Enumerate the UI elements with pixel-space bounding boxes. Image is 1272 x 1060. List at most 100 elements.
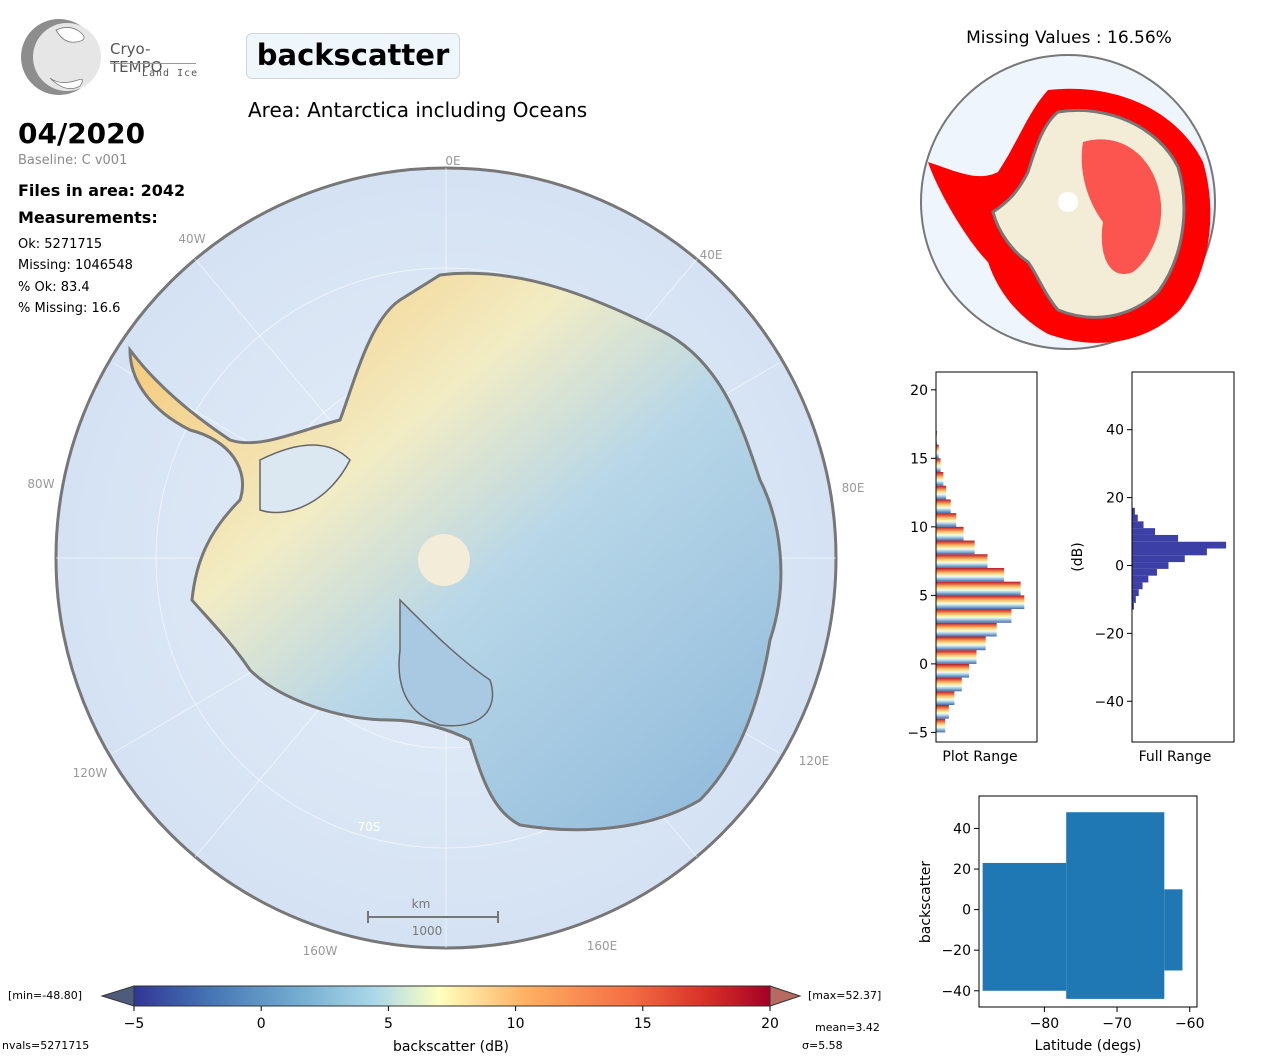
- stat-ok: Ok: 5271715: [18, 237, 103, 252]
- lon-label-80w: 80W: [27, 477, 54, 491]
- scatter-x-tick-label: −60: [1175, 1016, 1205, 1032]
- scatter-y-tick-label: 20: [953, 862, 971, 878]
- full-range-tick-label: 40: [1106, 423, 1124, 439]
- lon-label-120e: 120E: [799, 754, 830, 768]
- colorbar-ticks: −5 0 5 10 15 20: [124, 1006, 779, 1032]
- full-range-ticks: −40 −20 0 20 40: [1094, 423, 1132, 710]
- plot-range-ticks: −5 0 5 10 15 20: [907, 383, 936, 741]
- colorbar-sigma: σ=5.58: [802, 1039, 843, 1052]
- colorbar-min-arrow: [100, 985, 135, 1007]
- missing-pole-hole: [1058, 192, 1078, 212]
- plot-range-bar: [936, 458, 941, 473]
- area-label: Area: Antarctica including Oceans: [248, 98, 588, 122]
- logo-subtitle: Land Ice: [142, 68, 199, 79]
- full-range-tick-label: −20: [1094, 626, 1124, 642]
- logo-moon-icon: [21, 19, 101, 95]
- full-range-bar: [1132, 555, 1185, 563]
- missing-map: [920, 54, 1216, 350]
- missing-red-speckle: [1081, 139, 1162, 274]
- full-range-bar: [1132, 568, 1157, 576]
- plot-range-bars: [936, 430, 1025, 733]
- full-range-bar: [1132, 562, 1169, 569]
- scatter-y-tick-label: −20: [941, 943, 971, 959]
- lon-label-160w: 160W: [303, 944, 338, 958]
- full-range-bar: [1132, 582, 1143, 590]
- full-range-bar: [1132, 521, 1144, 529]
- colorbar-gradient: [133, 985, 771, 1007]
- plot-range-bar: [936, 705, 949, 719]
- plot-range-bar: [936, 718, 946, 733]
- lat-label-70s: 70S: [358, 820, 381, 834]
- lon-label-40e: 40E: [700, 248, 723, 262]
- colorbar-mean: mean=3.42: [815, 1021, 880, 1034]
- scale-bar: km 1000: [367, 897, 499, 938]
- scatter-points: [982, 812, 1183, 999]
- plot-range-tick-label: −5: [907, 725, 928, 741]
- stat-pct-ok: % Ok: 83.4: [18, 280, 90, 295]
- full-range-histogram: −40 −20 0 20 40 (dB) Full Range: [1070, 371, 1235, 765]
- scatter-y-tick-label: −40: [941, 984, 971, 1000]
- colorbar-tick-label: 15: [634, 1016, 652, 1032]
- scale-bar-value: 1000: [412, 924, 443, 938]
- full-range-bar: [1132, 602, 1134, 610]
- full-range-xlabel: Full Range: [1139, 749, 1212, 765]
- colorbar-tick-label: 0: [257, 1016, 266, 1032]
- stat-missing: Missing: 1046548: [18, 258, 133, 273]
- lon-label-80e: 80E: [842, 481, 865, 495]
- colorbar-max-arrow: [769, 985, 802, 1007]
- scatter-point-cloud: [1066, 812, 1165, 999]
- plot-range-bar: [936, 472, 944, 486]
- full-range-ylabel: (dB): [1070, 542, 1086, 571]
- ross-ice-shelf: [398, 598, 494, 727]
- full-range-bar: [1132, 534, 1179, 542]
- plot-range-tick-label: 0: [919, 657, 928, 673]
- full-range-bar: [1132, 596, 1136, 603]
- full-range-tick-label: 20: [1106, 491, 1124, 507]
- colorbar: −5 0 5 10 15 20 [min=-48.80] [max=52.37] back…: [2, 985, 881, 1055]
- colorbar-tick-label: −5: [124, 1016, 145, 1032]
- date-label: 04/2020: [18, 117, 146, 150]
- plot-range-bar: [936, 485, 947, 500]
- stat-pct-missing: % Missing: 16.6: [18, 301, 121, 316]
- plot-range-bar: [936, 595, 1025, 610]
- colorbar-label: backscatter (dB): [393, 1039, 509, 1055]
- plot-range-bar: [936, 622, 997, 637]
- scatter-ticks: −80 −70 −60 −40 −20 0 20 40: [941, 821, 1204, 1032]
- measurements-label: Measurements:: [18, 208, 158, 227]
- scatter-x-tick-label: −70: [1102, 1016, 1132, 1032]
- plot-range-bar: [936, 636, 986, 651]
- plot-range-bar: [936, 526, 964, 541]
- pole-hole: [418, 534, 470, 586]
- plot-range-bar: [936, 581, 1021, 596]
- plot-range-bar: [936, 499, 951, 514]
- full-range-tick-label: −40: [1094, 694, 1124, 710]
- plot-range-bar: [936, 677, 962, 692]
- weddell-ice-shelf: [259, 444, 351, 514]
- colorbar-tick-label: 5: [384, 1016, 393, 1032]
- full-range-bars: [1132, 507, 1227, 610]
- colorbar-tick-label: 20: [761, 1016, 779, 1032]
- colorbar-nvals: nvals=5271715: [2, 1039, 89, 1052]
- plot-range-tick-label: 15: [910, 451, 928, 467]
- scatter-y-tick-label: 40: [953, 821, 971, 837]
- map-lon-labels: 0E 40E 80E 120E 160E 160W 120W 80W 40W 7…: [27, 154, 864, 958]
- logo: Cryo-TEMPO Land Ice: [18, 16, 200, 98]
- plot-range-bar: [936, 444, 939, 459]
- plot-range-histogram: −5 0 5 10 15 20 Plot Range: [907, 371, 1038, 765]
- scatter-frame: [978, 795, 1198, 1008]
- baseline-label: Baseline: C v001: [18, 153, 128, 168]
- plot-range-bar: [936, 540, 975, 555]
- plot-range-tick-label: 10: [910, 520, 928, 536]
- scatter-y-tick-label: 0: [962, 903, 971, 919]
- full-range-bar: [1132, 575, 1149, 583]
- files-label: Files in area: 2042: [18, 181, 186, 200]
- full-range-bar: [1132, 528, 1156, 535]
- scale-bar-unit: km: [412, 897, 431, 911]
- plot-range-xlabel: Plot Range: [942, 749, 1017, 765]
- lon-label-160e: 160E: [587, 939, 618, 953]
- scatter-point-cloud: [982, 862, 1067, 991]
- logo-name: Cryo-TEMPO: [110, 40, 163, 76]
- plot-range-bar: [936, 691, 955, 705]
- latitude-scatter: −80 −70 −60 −40 −20 0 20 40 backscatter Latitud…: [918, 795, 1205, 1054]
- plot-range-frame: [935, 371, 1038, 743]
